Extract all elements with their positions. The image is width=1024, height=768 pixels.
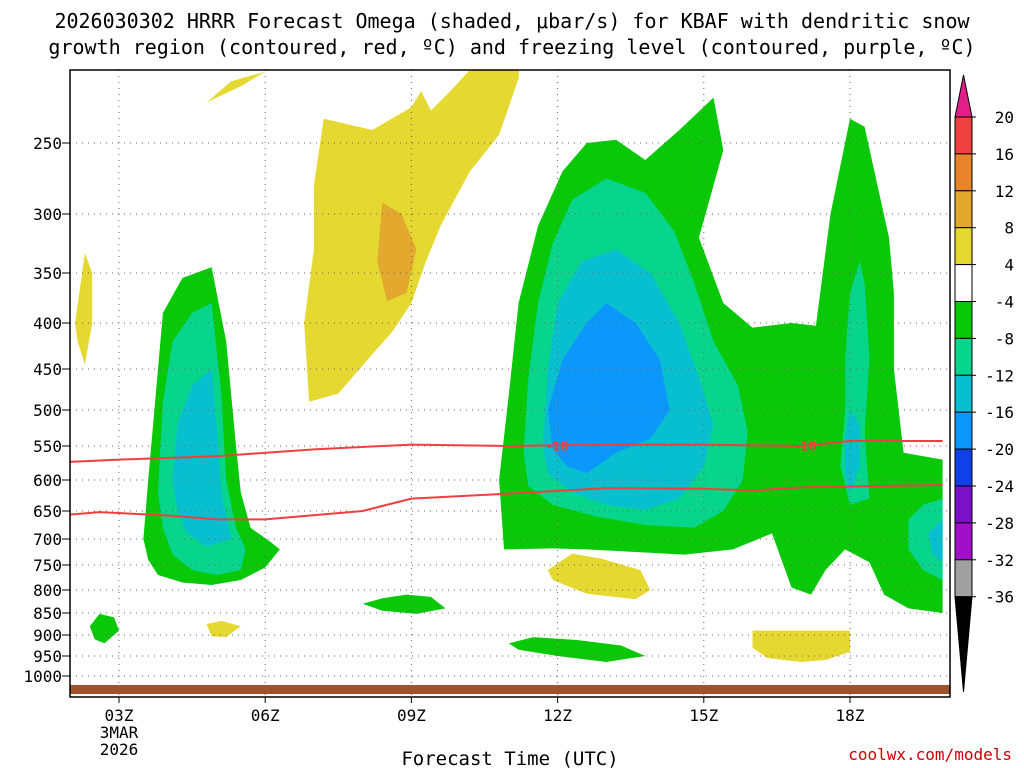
- colorbar-label-11: -28: [985, 514, 1014, 533]
- colorbar-swatch-3: [954, 190, 973, 229]
- colorbar-swatch-10: [954, 448, 973, 487]
- colorbar-swatch-5: [954, 264, 973, 303]
- credit-text: coolwx.com/models: [848, 745, 1012, 764]
- y-tick-label-600: 600: [33, 471, 62, 490]
- temperature-contours: -18 -18: [70, 439, 943, 521]
- omega-region-2: [304, 70, 520, 402]
- colorbar-swatch-6: [954, 301, 973, 339]
- ground-surface: [70, 685, 950, 694]
- contour-label-2: -18: [795, 439, 817, 453]
- omega-region-6: [547, 553, 651, 600]
- omega-region-1: [206, 71, 266, 103]
- x-tick-year: 2026: [100, 740, 139, 759]
- colorbar-label-12: -32: [985, 551, 1014, 570]
- colorbar: 20 16 12 8 4 -4 -8 -12 -16 -20 -24 -28 -32 -36: [954, 74, 1014, 693]
- y-tick-label-700: 700: [33, 530, 62, 549]
- x-tick-label-15Z: 15Z: [689, 706, 718, 725]
- colorbar-swatch-11: [954, 485, 973, 524]
- colorbar-label-8: -16: [985, 403, 1014, 422]
- x-tick-label-18Z: 18Z: [836, 706, 865, 725]
- y-tick-label-950: 950: [33, 647, 62, 666]
- x-axis-title: Forecast Time (UTC): [401, 748, 618, 768]
- colorbar-label-0: 20: [995, 108, 1014, 127]
- colorbar-swatch-12: [954, 522, 973, 561]
- y-tick-label-850: 850: [33, 604, 62, 623]
- contour-label-1: -18: [547, 439, 569, 453]
- omega-region-20: [928, 519, 943, 563]
- y-tick-label-900: 900: [33, 626, 62, 645]
- colorbar-swatch-9: [954, 411, 973, 450]
- colorbar-swatch-1: [954, 116, 973, 155]
- colorbar-label-7: -12: [985, 366, 1014, 385]
- omega-region-8: [89, 613, 119, 644]
- colorbar-label-6: -8: [995, 329, 1014, 348]
- y-tick-label-1000: 1000: [23, 667, 62, 686]
- y-tick-label-350: 350: [33, 264, 62, 283]
- omega-region-11: [172, 369, 232, 547]
- colorbar-swatch-8: [954, 374, 973, 413]
- omega-region-5: [206, 620, 241, 638]
- colorbar-label-13: -36: [985, 588, 1014, 607]
- contour-line-1: [70, 440, 943, 463]
- x-tick-date: 3MAR: [100, 723, 139, 742]
- y-tick-label-750: 750: [33, 556, 62, 575]
- colorbar-swatch-7: [954, 337, 973, 376]
- colorbar-label-3: 8: [1004, 219, 1014, 238]
- omega-region-21: [508, 637, 646, 662]
- colorbar-label-9: -20: [985, 440, 1014, 459]
- x-tick-label-06Z: 06Z: [251, 706, 280, 725]
- y-tick-label-650: 650: [33, 502, 62, 521]
- y-tick-label-400: 400: [33, 314, 62, 333]
- y-tick-label-250: 250: [33, 134, 62, 153]
- y-tick-label-300: 300: [33, 205, 62, 224]
- omega-shading: [75, 70, 943, 662]
- colorbar-label-5: -4: [995, 293, 1014, 312]
- colorbar-bottom-arrow: [954, 596, 973, 693]
- x-tick-label-09Z: 09Z: [397, 706, 426, 725]
- colorbar-swatch-4: [954, 227, 973, 266]
- colorbar-swatch-2: [954, 153, 973, 192]
- title-line-2: growth region (contoured, red, ºC) and f…: [48, 35, 976, 59]
- contour-line-2: [70, 484, 943, 521]
- y-axis-ticks: 250 300 350 400 450 500 550 600 650 700 750 800 850 9…: [23, 134, 70, 686]
- y-tick-label-550: 550: [33, 437, 62, 456]
- colorbar-label-1: 16: [995, 145, 1014, 164]
- colorbar-label-10: -24: [985, 477, 1014, 496]
- omega-region-4: [75, 252, 93, 365]
- colorbar-label-4: 4: [1004, 256, 1014, 275]
- grid-lines: [70, 70, 950, 697]
- omega-region-18: [845, 410, 860, 493]
- omega-region-7: [752, 630, 850, 662]
- omega-region-16: [547, 303, 670, 474]
- y-tick-label-500: 500: [33, 401, 62, 420]
- colorbar-label-2: 12: [995, 182, 1014, 201]
- x-tick-label-12Z: 12Z: [543, 706, 572, 725]
- x-tick-label-03Z: 03Z: [105, 706, 134, 725]
- omega-region-12: [362, 594, 446, 614]
- omega-region-19: [908, 498, 943, 580]
- chart-title: 2026030302 HRRR Forecast Omega (shaded, …: [0, 8, 1024, 60]
- y-tick-label-450: 450: [33, 360, 62, 379]
- colorbar-swatch-13: [954, 559, 973, 598]
- colorbar-top-arrow: [954, 74, 973, 118]
- plot-frame: [69, 69, 951, 698]
- title-line-1: 2026030302 HRRR Forecast Omega (shaded, …: [54, 9, 970, 33]
- y-tick-label-800: 800: [33, 581, 62, 600]
- omega-region-3: [377, 202, 417, 301]
